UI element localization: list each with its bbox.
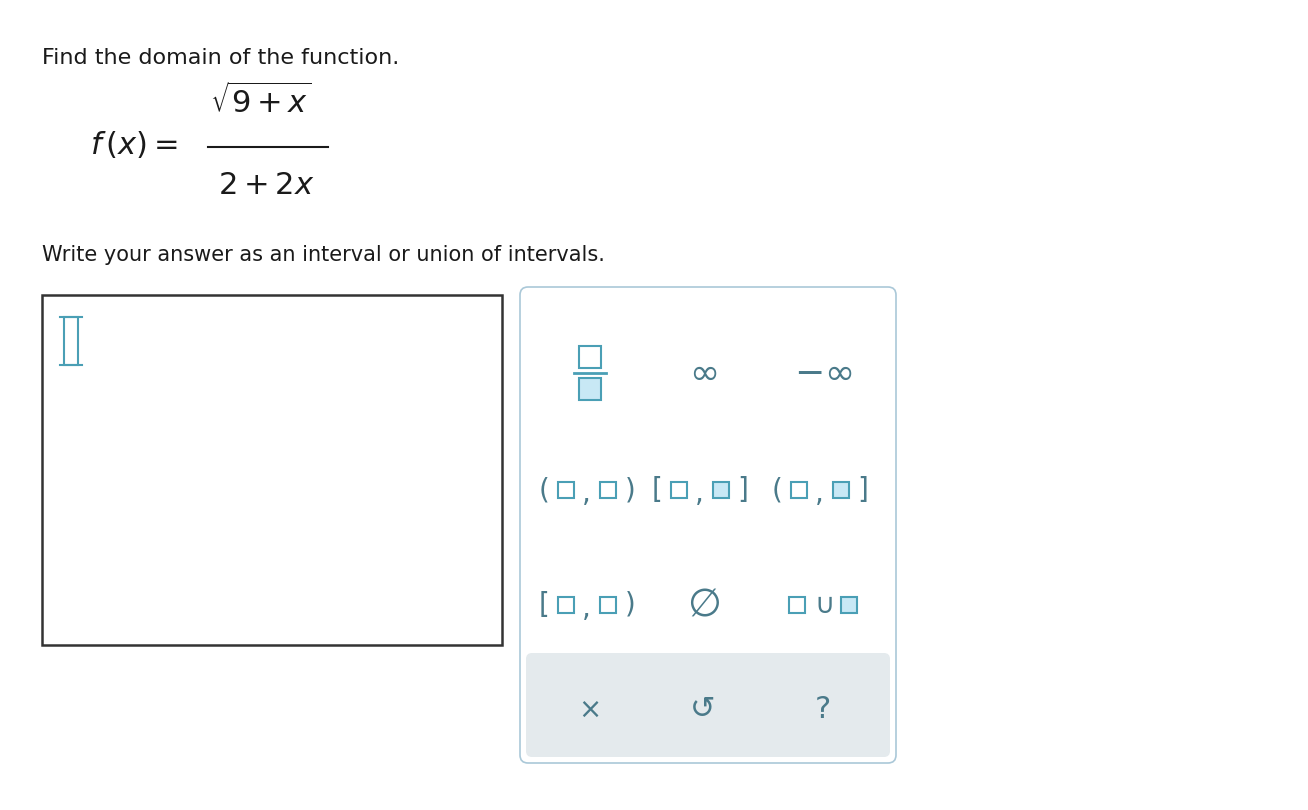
FancyBboxPatch shape (559, 482, 574, 498)
FancyBboxPatch shape (64, 317, 78, 365)
Text: Write your answer as an interval or union of intervals.: Write your answer as an interval or unio… (42, 245, 604, 265)
FancyBboxPatch shape (579, 378, 600, 400)
FancyBboxPatch shape (559, 597, 574, 613)
Text: ,: , (815, 480, 824, 508)
FancyBboxPatch shape (600, 597, 616, 613)
Text: Find the domain of the function.: Find the domain of the function. (42, 48, 399, 68)
Text: $\cup$: $\cup$ (814, 591, 832, 619)
Text: $\varnothing$: $\varnothing$ (687, 586, 719, 624)
FancyBboxPatch shape (833, 482, 849, 498)
Text: ,: , (695, 480, 704, 508)
FancyBboxPatch shape (789, 597, 804, 613)
FancyBboxPatch shape (791, 482, 807, 498)
Text: $f\,(x)=$: $f\,(x)=$ (90, 130, 178, 160)
Text: ×: × (578, 696, 602, 724)
Text: ,: , (582, 480, 590, 508)
FancyBboxPatch shape (579, 346, 600, 368)
Text: $2+2x$: $2+2x$ (218, 171, 314, 200)
FancyBboxPatch shape (671, 482, 687, 498)
FancyBboxPatch shape (521, 287, 896, 763)
Text: [: [ (651, 476, 662, 504)
FancyBboxPatch shape (526, 653, 889, 757)
Text: ?: ? (815, 696, 831, 724)
Text: ): ) (625, 476, 636, 504)
Text: $\sqrt{9+x}$: $\sqrt{9+x}$ (211, 83, 311, 119)
FancyBboxPatch shape (600, 482, 616, 498)
Text: ): ) (625, 591, 636, 619)
Text: (: ( (539, 476, 549, 504)
Text: ,: , (582, 595, 590, 623)
Text: $-\infty$: $-\infty$ (794, 356, 853, 390)
Text: ]: ] (858, 476, 869, 504)
Text: (: ( (772, 476, 782, 504)
Text: ↺: ↺ (691, 696, 715, 724)
FancyBboxPatch shape (713, 482, 729, 498)
Text: [: [ (539, 591, 549, 619)
FancyBboxPatch shape (42, 295, 502, 645)
FancyBboxPatch shape (841, 597, 857, 613)
Text: ]: ] (738, 476, 748, 504)
Text: $\infty$: $\infty$ (689, 356, 717, 390)
